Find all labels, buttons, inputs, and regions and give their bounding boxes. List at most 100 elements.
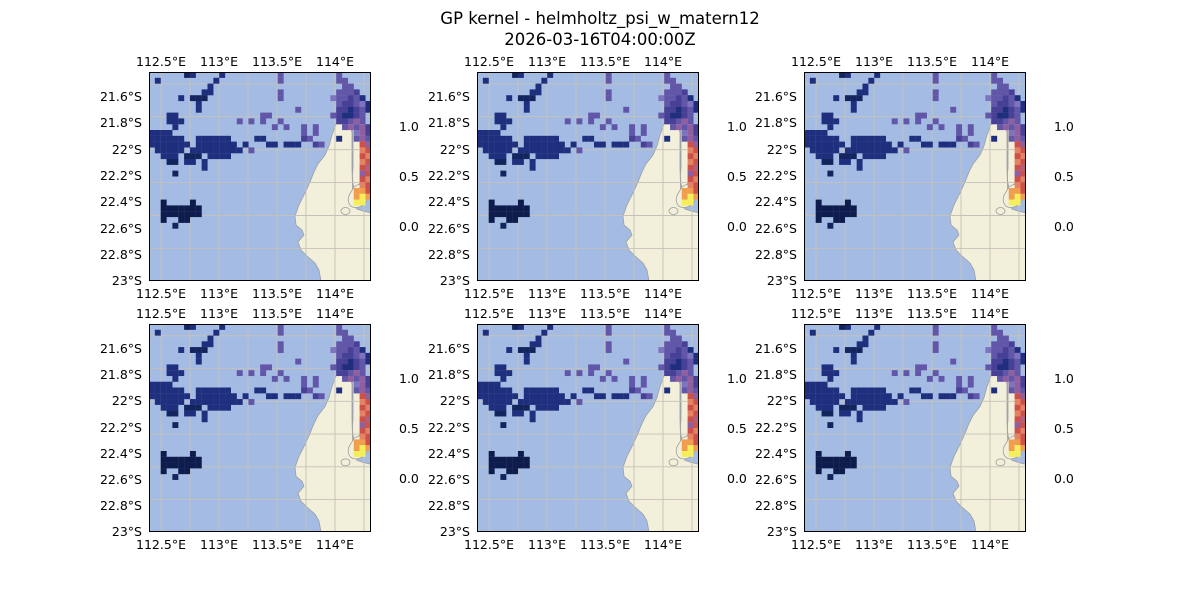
data-cell bbox=[336, 72, 343, 78]
data-cell bbox=[1008, 130, 1015, 136]
data-cell bbox=[1020, 410, 1026, 417]
data-cell bbox=[149, 381, 155, 388]
data-cell bbox=[675, 375, 682, 382]
data-cell bbox=[844, 347, 851, 353]
y-tick-label: 21.6°S bbox=[427, 340, 470, 356]
data-cell bbox=[862, 335, 869, 342]
data-cell bbox=[178, 211, 185, 218]
data-cell bbox=[195, 101, 202, 107]
data-cell bbox=[353, 381, 360, 388]
data-cell bbox=[160, 381, 167, 388]
data-cell bbox=[1020, 399, 1026, 405]
data-cell bbox=[506, 205, 513, 212]
data-cell bbox=[997, 329, 1003, 336]
data-cell bbox=[506, 456, 513, 463]
data-cell bbox=[529, 341, 536, 348]
data-cell bbox=[693, 427, 699, 434]
data-cell bbox=[821, 404, 828, 411]
data-cell bbox=[991, 370, 998, 377]
data-cell bbox=[658, 95, 665, 102]
data-cell bbox=[488, 387, 495, 394]
data-cell bbox=[312, 375, 319, 382]
y-tick-label: 21.6°S bbox=[754, 340, 797, 356]
data-cell bbox=[850, 135, 857, 142]
data-cell bbox=[670, 347, 676, 353]
data-cell bbox=[277, 95, 284, 102]
data-cell bbox=[844, 410, 851, 417]
data-cell bbox=[347, 364, 354, 371]
data-cell bbox=[336, 118, 343, 125]
data-cell bbox=[564, 147, 571, 154]
data-cell bbox=[225, 393, 231, 400]
data-cell bbox=[330, 95, 337, 102]
data-cell bbox=[342, 364, 348, 371]
data-cell bbox=[517, 324, 524, 330]
data-cell bbox=[693, 147, 699, 154]
data-cell bbox=[956, 124, 963, 131]
x-tick-label-bottom: 113°E bbox=[527, 537, 567, 552]
data-cell bbox=[687, 393, 694, 400]
data-cell bbox=[547, 135, 554, 142]
data-cell bbox=[1014, 159, 1021, 165]
data-cell bbox=[488, 217, 495, 223]
data-cell bbox=[558, 399, 565, 405]
data-cell bbox=[681, 199, 688, 206]
data-cell bbox=[195, 393, 202, 400]
data-cell bbox=[675, 347, 682, 353]
data-cell bbox=[207, 89, 214, 96]
data-cell bbox=[681, 352, 688, 359]
data-cell bbox=[675, 89, 682, 96]
data-cell bbox=[213, 404, 220, 411]
data-cell bbox=[213, 141, 220, 148]
data-cell bbox=[529, 399, 536, 405]
data-cell bbox=[289, 393, 296, 400]
data-cell bbox=[997, 347, 1003, 353]
data-cell bbox=[991, 77, 998, 84]
data-cell bbox=[821, 364, 828, 371]
data-cell bbox=[1014, 188, 1021, 194]
data-cell bbox=[956, 387, 963, 394]
data-cell bbox=[166, 118, 173, 125]
data-cell bbox=[687, 176, 694, 183]
data-cell bbox=[184, 141, 191, 148]
data-cell bbox=[277, 324, 284, 330]
data-cell bbox=[1008, 199, 1015, 206]
data-cell bbox=[693, 381, 699, 388]
data-cell bbox=[670, 95, 676, 102]
data-cell bbox=[693, 352, 699, 359]
data-cell bbox=[178, 141, 185, 148]
data-cell bbox=[675, 335, 682, 342]
plot-border bbox=[804, 72, 1026, 281]
y-tick-label: 23°S bbox=[766, 524, 797, 540]
data-cell bbox=[535, 147, 542, 154]
data-cell bbox=[359, 130, 366, 136]
data-cell bbox=[1002, 358, 1009, 365]
data-cell bbox=[494, 370, 501, 377]
data-cell bbox=[207, 83, 214, 90]
data-cell bbox=[517, 450, 524, 457]
data-cell bbox=[570, 141, 577, 148]
x-tick-label-bottom: 112.5°E bbox=[791, 286, 841, 301]
y-tick-label: 22.4°S bbox=[99, 194, 142, 210]
data-cell bbox=[207, 153, 214, 160]
data-cell bbox=[891, 118, 898, 125]
data-cell bbox=[687, 106, 694, 113]
x-tick-label-bottom: 114°E bbox=[970, 286, 1010, 301]
data-cell bbox=[844, 153, 851, 160]
data-cell bbox=[541, 135, 548, 142]
data-cell bbox=[693, 141, 699, 148]
data-cell bbox=[359, 410, 366, 417]
data-cell bbox=[149, 393, 155, 400]
data-cell bbox=[956, 381, 963, 388]
data-cell bbox=[248, 118, 255, 125]
data-cell bbox=[687, 450, 694, 457]
data-cell bbox=[178, 370, 185, 377]
data-cell bbox=[850, 141, 857, 148]
data-cell bbox=[821, 399, 828, 405]
data-cell bbox=[342, 77, 348, 84]
data-cell bbox=[213, 399, 220, 405]
data-cell bbox=[605, 89, 612, 96]
data-cell bbox=[991, 352, 998, 359]
data-cell bbox=[681, 193, 688, 200]
data-cell bbox=[991, 106, 998, 113]
